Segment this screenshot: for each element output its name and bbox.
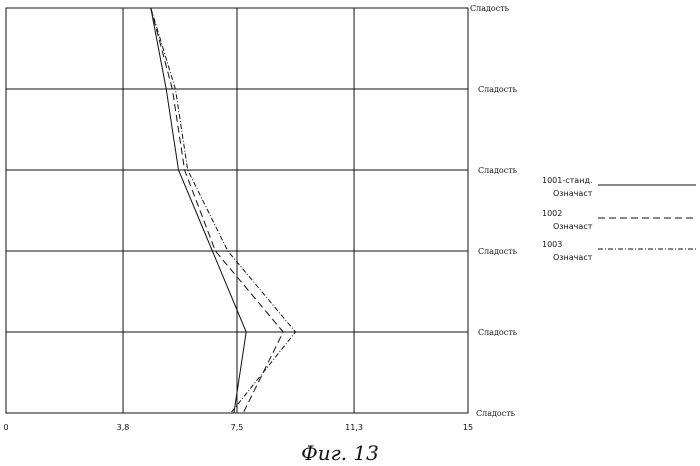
figure-caption: Фиг. 13 xyxy=(301,441,379,465)
x-tick-label: 0 xyxy=(3,423,8,432)
row-label: Сладость xyxy=(470,4,510,13)
x-axis-ticks: 0 3,8 7,5 11,3 15 xyxy=(3,423,473,432)
legend-label: 1002 xyxy=(542,209,562,218)
legend-sublabel: Означаст xyxy=(553,222,593,231)
series-line xyxy=(151,8,296,413)
row-label: Сладость xyxy=(478,166,518,175)
series-line xyxy=(151,8,283,413)
x-tick-label: 15 xyxy=(463,423,473,432)
series-lines xyxy=(151,8,296,413)
row-label: Сладость xyxy=(478,247,518,256)
x-tick-label: 3,8 xyxy=(117,423,130,432)
row-labels: Сладость Сладость Сладость Сладость Сладость… xyxy=(470,4,518,418)
grid xyxy=(6,8,468,413)
legend-sublabel: Означаст xyxy=(553,189,593,198)
row-label: Сладость xyxy=(478,85,518,94)
row-label: Сладость xyxy=(478,328,518,337)
legend-label: 1003 xyxy=(542,240,562,249)
row-label: Сладость xyxy=(476,409,516,418)
legend: 1001-станд. Означаст 1002 Означаст 1003 Означ… xyxy=(542,176,696,262)
legend-sublabel: Означаст xyxy=(553,253,593,262)
x-tick-label: 7,5 xyxy=(231,423,244,432)
series-line xyxy=(151,8,246,413)
legend-label: 1001-станд. xyxy=(542,176,593,185)
x-tick-label: 11,3 xyxy=(345,423,363,432)
